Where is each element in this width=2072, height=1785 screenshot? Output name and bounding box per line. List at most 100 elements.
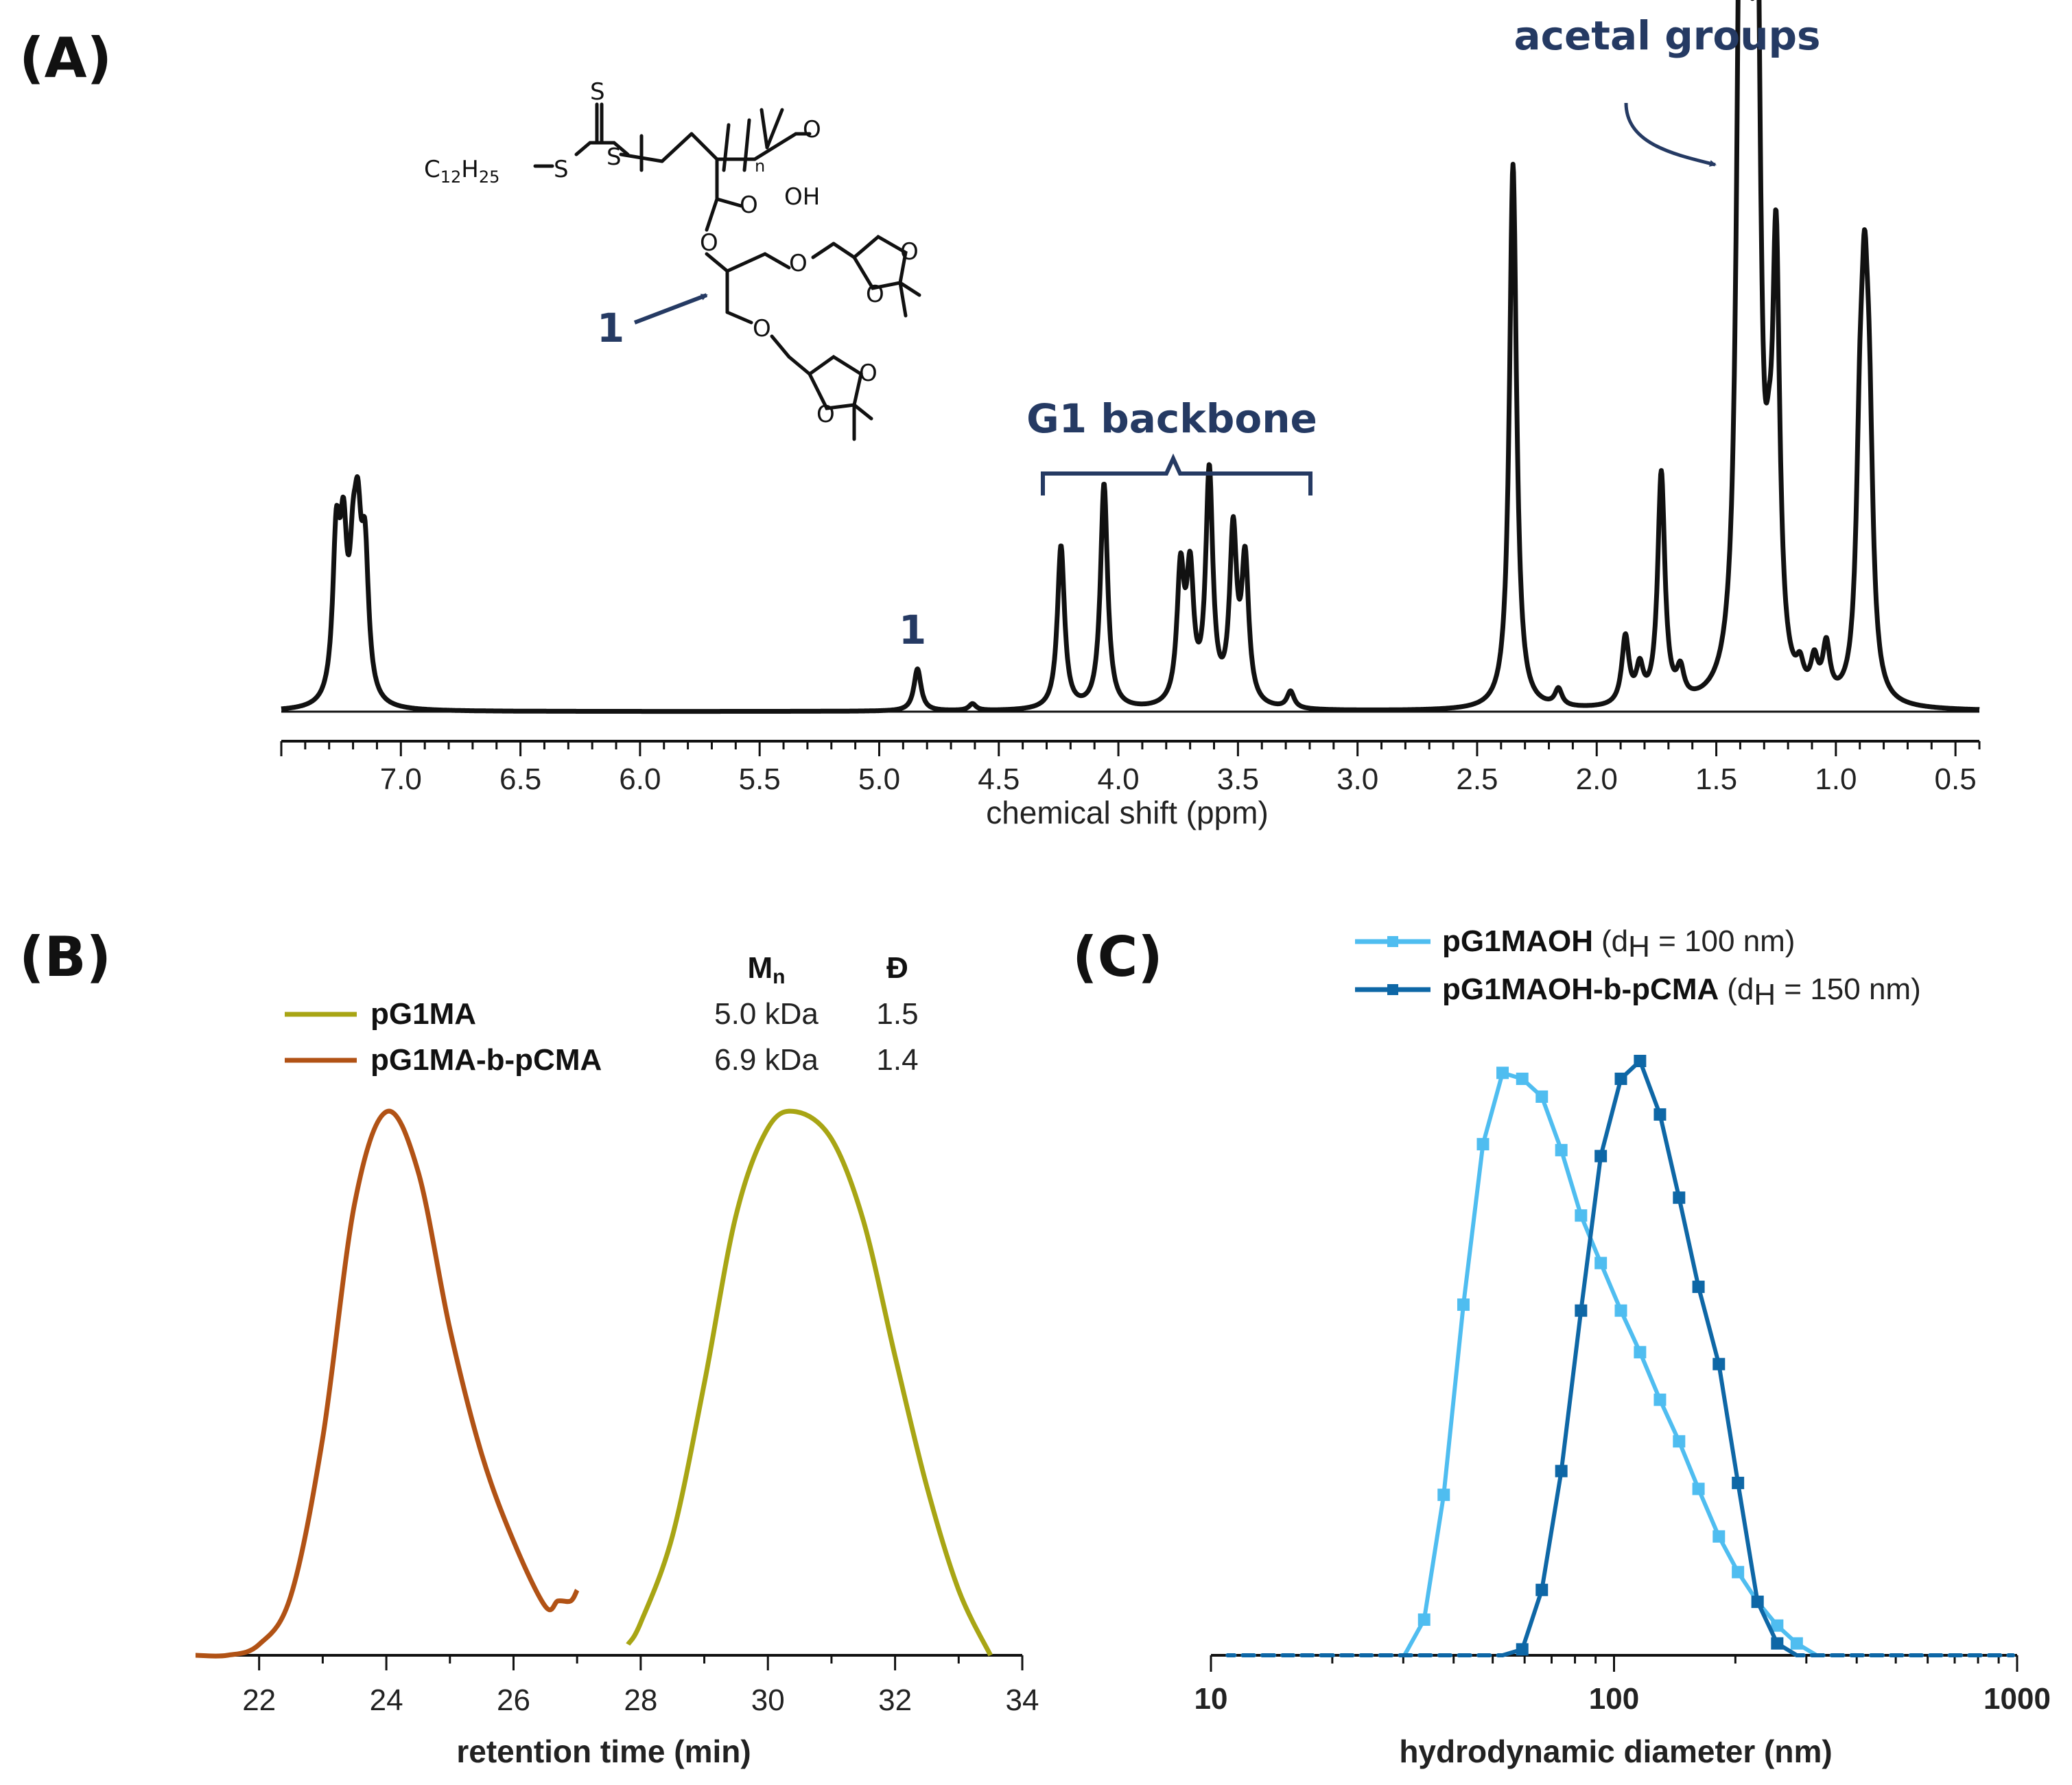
dls-data-point — [1771, 1619, 1784, 1632]
g1-backbone-bracket — [1041, 453, 1312, 495]
dls-series-segment — [1755, 1600, 1780, 1646]
dls-data-point — [1692, 1482, 1705, 1495]
nmr-tick-label: 1.0 — [1815, 762, 1857, 796]
legend-name-pg1ma-b-pcma: pG1MA-b-pCMA — [370, 1043, 602, 1077]
dls-series-segment — [1618, 1308, 1643, 1355]
nmr-tick-label: 4.0 — [1097, 762, 1139, 796]
dls-series-segment — [1481, 1071, 1505, 1147]
legend-mn-pg1ma: 5.0 kDa — [714, 997, 819, 1031]
svg-text:S: S — [607, 143, 622, 171]
dls-series — [1225, 1055, 2016, 1657]
svg-text:O: O — [789, 250, 808, 277]
dls-ticks: 10 100 1000 — [1194, 1655, 2051, 1716]
svg-text:O: O — [803, 116, 821, 143]
gpc-tick-label: 32 — [878, 1683, 912, 1717]
svg-text:O: O — [859, 360, 878, 387]
legend-header-mn: Mn — [748, 951, 786, 988]
dls-data-point — [1653, 1108, 1667, 1121]
dls-data-point — [1516, 1072, 1529, 1085]
legend-header-dispersity: Đ — [886, 951, 908, 985]
dls-series-segment — [1441, 1303, 1465, 1497]
dls-series-segment — [1559, 1147, 1584, 1218]
dls-data-point — [1476, 1138, 1490, 1151]
structure-position-1-label: 1 — [597, 305, 624, 351]
legend-d-pg1ma-b-pcma: 1.4 — [876, 1043, 918, 1077]
nmr-x-axis: 7.0 6.5 6.0 5.5 5.0 4.5 4.0 3.5 3.0 2.5 2.0 1.5 1.0 0… — [280, 710, 1981, 796]
dls-series-segment — [1638, 1350, 1662, 1402]
dls-data-point — [1692, 1281, 1705, 1294]
dls-series-segment — [1717, 1362, 1741, 1485]
structure-labels: C12H25 S S S n O OH O O O O O O O O — [424, 78, 919, 428]
nmr-tick-label: 2.5 — [1456, 762, 1498, 796]
nmr-spectrum-line — [279, 0, 1981, 714]
svg-text:O: O — [700, 229, 718, 257]
gpc-x-axis-title: retention time (min) — [456, 1734, 751, 1769]
nmr-tick-label: 0.5 — [1935, 762, 1977, 796]
dls-data-point — [1575, 1209, 1588, 1222]
nmr-tick-label: 7.0 — [380, 762, 422, 796]
dls-data-point — [1555, 1143, 1568, 1156]
gpc-tick-label: 30 — [751, 1683, 785, 1717]
gpc-tick-label: 28 — [624, 1683, 657, 1717]
dls-data-point — [1732, 1565, 1745, 1578]
svg-text:O: O — [900, 238, 919, 266]
position-1-arrow — [633, 293, 708, 325]
gpc-tick-label: 34 — [1006, 1683, 1039, 1717]
panel-c-label: (C) — [1072, 925, 1163, 989]
svg-text:O: O — [740, 191, 758, 219]
nmr-ticks: 7.0 6.5 6.0 5.5 5.0 4.5 4.0 3.5 3.0 2.5 2.0 1.5 1.0 0… — [280, 741, 1981, 796]
dls-series-segment — [1696, 1486, 1721, 1539]
acetal-groups-label: acetal groups — [1514, 12, 1820, 59]
legend-d-pg1ma: 1.5 — [876, 997, 918, 1031]
dls-series-segment — [1540, 1094, 1564, 1152]
dls-series-segment — [1520, 1587, 1544, 1652]
dls-data-point — [1712, 1357, 1726, 1370]
dls-data-point — [1673, 1191, 1686, 1204]
panel-a-label: (A) — [19, 26, 112, 90]
nmr-tick-label: 6.0 — [619, 762, 661, 796]
acetal-arrow — [1624, 102, 1717, 167]
nmr-tick-label: 5.0 — [858, 762, 900, 796]
dls-data-point — [1673, 1435, 1686, 1448]
nmr-tick-label: 4.5 — [978, 762, 1020, 796]
dls-data-point — [1496, 1066, 1509, 1080]
svg-text:OH: OH — [784, 183, 820, 211]
legend-entry-pg1maoh-b-pcma: pG1MAOH-b-pCMA (dH = 150 nm) — [1442, 972, 1921, 1012]
peak-1-label: 1 — [899, 607, 926, 653]
dls-data-point — [1634, 1055, 1647, 1067]
legend-name-pg1ma: pG1MA — [370, 997, 476, 1031]
dls-series-segment — [1599, 1261, 1623, 1313]
dls-series-segment — [1677, 1439, 1701, 1491]
nmr-tick-label: 1.5 — [1695, 762, 1737, 796]
gpc-ticks: 22 24 26 28 30 32 34 — [242, 1655, 1039, 1717]
svg-text:S: S — [554, 156, 569, 183]
dls-data-point — [1751, 1596, 1764, 1609]
dls-data-point — [1712, 1530, 1726, 1543]
dls-series-segment — [1658, 1397, 1682, 1444]
nmr-tick-label: 6.5 — [499, 762, 541, 796]
dls-data-point — [1594, 1150, 1608, 1163]
dls-data-point — [1653, 1393, 1667, 1406]
dls-data-point — [1555, 1465, 1568, 1478]
gpc-tick-label: 26 — [497, 1683, 530, 1717]
legend-marker-pg1maoh — [1387, 936, 1398, 947]
dls-series-segment — [1599, 1076, 1623, 1158]
dls-data-point — [1771, 1637, 1784, 1650]
legend-mn-pg1ma-b-pcma: 6.9 kDa — [714, 1043, 819, 1077]
dls-tick-label: 100 — [1589, 1682, 1639, 1716]
chemical-structure — [533, 102, 921, 441]
dls-data-point — [1437, 1489, 1450, 1502]
dls-data-point — [1535, 1583, 1549, 1596]
dls-data-point — [1634, 1346, 1647, 1359]
dls-data-point — [1457, 1298, 1470, 1311]
dls-series-segment — [1658, 1112, 1682, 1200]
svg-text:O: O — [816, 401, 835, 428]
dls-series-segment — [1461, 1142, 1485, 1307]
dls-data-point — [1732, 1476, 1745, 1489]
dls-x-axis-title: hydrodynamic diameter (nm) — [1399, 1734, 1832, 1769]
legend-marker-pg1maoh-b-pcma — [1387, 984, 1398, 995]
dls-data-point — [1614, 1072, 1627, 1085]
dls-data-point — [1614, 1304, 1627, 1317]
dls-data-point — [1417, 1613, 1431, 1626]
nmr-tick-label: 3.5 — [1217, 762, 1259, 796]
